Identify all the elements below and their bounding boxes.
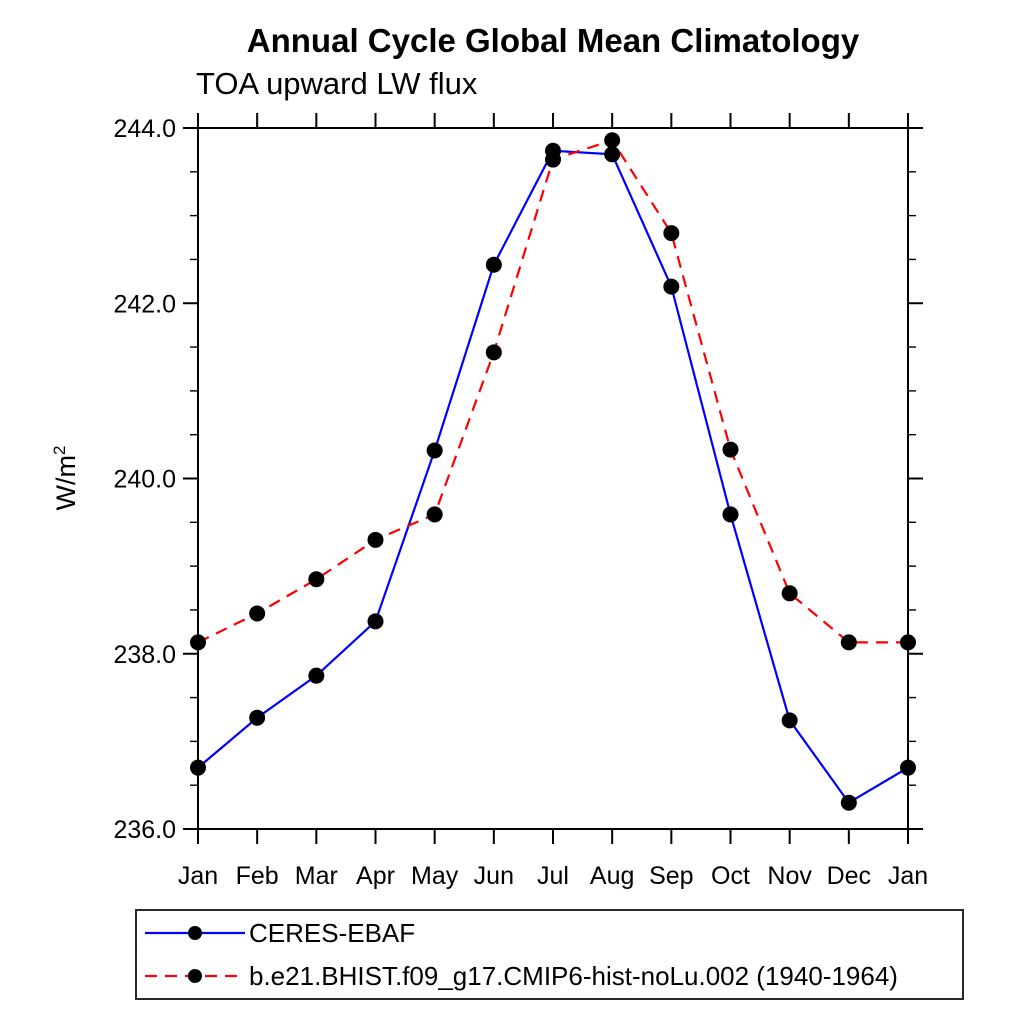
series-markers-ceres-ebaf	[190, 142, 916, 811]
x-tick-label-sep-8: Sep	[649, 862, 693, 890]
data-point-marker	[604, 146, 621, 163]
data-point-marker	[840, 794, 857, 811]
x-tick-label-may-4: May	[411, 862, 459, 890]
y-axis-tick-labels: 236.0 238.0 240.0 242.0 244.0	[113, 115, 176, 844]
data-point-marker	[249, 709, 266, 726]
data-point-marker	[308, 571, 325, 588]
data-point-marker	[426, 442, 443, 459]
data-point-marker	[367, 531, 384, 548]
x-tick-label-mar-2: Mar	[295, 862, 338, 890]
y-tick-label: 238.0	[113, 641, 176, 669]
data-point-marker	[781, 712, 798, 729]
y-tick-label: 240.0	[113, 466, 176, 494]
legend-label-ceres-ebaf: CERES-EBAF	[249, 918, 416, 949]
x-tick-label-oct-9: Oct	[711, 862, 750, 890]
data-point-marker	[308, 667, 325, 684]
x-tick-label-feb-1: Feb	[236, 862, 279, 890]
axes-frame	[183, 113, 923, 844]
x-tick-label-jan-0: Jan	[178, 862, 218, 890]
series-line-ceres-ebaf	[197, 149, 909, 805]
chart-title: Annual Cycle Global Mean Climatology	[246, 22, 860, 59]
x-axis-tick-labels: Jan Feb Mar Apr May Jun Jul Aug Sep Oct Nov Dec Jan	[178, 862, 928, 890]
series-markers-model	[190, 132, 916, 651]
x-tick-label-nov-10: Nov	[767, 862, 812, 890]
legend-marker-dot	[188, 926, 202, 941]
data-point-marker	[840, 634, 857, 651]
data-point-marker	[722, 506, 739, 523]
data-point-marker	[485, 344, 502, 361]
x-axis-ticks	[197, 113, 909, 844]
x-tick-label-jan-12: Jan	[888, 862, 928, 890]
legend-sample-dashed-line	[145, 968, 245, 983]
legend-row-model: b.e21.BHIST.f09_g17.CMIP6-hist-noLu.002 …	[141, 956, 962, 996]
legend-box: CERES-EBAF b.e21.BHIST.f09_g17.CMIP6-his…	[135, 909, 964, 1000]
data-point-marker	[781, 585, 798, 602]
y-axis-minor-ticks	[190, 171, 916, 786]
y-tick-label: 244.0	[113, 115, 176, 143]
chart-subtitle: TOA upward LW flux	[196, 66, 478, 101]
data-point-marker	[190, 634, 206, 651]
data-point-marker	[900, 634, 916, 651]
data-point-marker	[722, 441, 739, 458]
data-point-marker	[663, 278, 680, 295]
x-tick-label-apr-3: Apr	[356, 862, 395, 890]
data-point-marker	[604, 132, 621, 149]
data-point-marker	[249, 605, 266, 622]
series-line-model	[197, 138, 908, 644]
data-point-marker	[367, 613, 384, 630]
legend-marker-dot	[188, 968, 202, 983]
x-tick-label-jun-5: Jun	[474, 862, 514, 890]
y-axis-major-ticks	[183, 127, 923, 830]
legend-sample-solid-line	[145, 926, 245, 941]
data-point-marker	[900, 759, 916, 776]
y-tick-label: 242.0	[113, 290, 176, 318]
x-tick-label-dec-11: Dec	[827, 862, 871, 890]
legend-label-model: b.e21.BHIST.f09_g17.CMIP6-hist-noLu.002 …	[249, 960, 898, 991]
legend-row-ceres-ebaf: CERES-EBAF	[141, 913, 962, 953]
data-point-marker	[190, 759, 206, 776]
data-point-marker	[485, 256, 502, 273]
data-point-marker	[426, 506, 443, 523]
y-tick-label: 236.0	[113, 816, 176, 844]
series-polyline	[197, 138, 908, 644]
data-point-marker	[545, 151, 561, 168]
x-tick-label-aug-7: Aug	[590, 862, 634, 890]
data-point-marker	[663, 225, 680, 242]
x-tick-label-jul-6: Jul	[537, 862, 569, 890]
series-polyline	[197, 149, 909, 805]
